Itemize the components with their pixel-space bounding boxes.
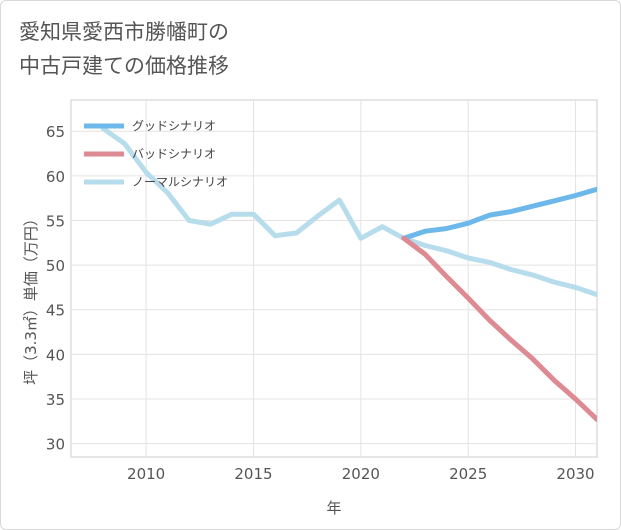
legend-label-1: グッドシナリオ [132,119,216,133]
series-lines [100,126,597,422]
title-line-2: 中古戸建ての価格推移 [19,54,229,78]
legend-label-2: バッドシナリオ [132,147,216,161]
x-tick-label: 2020 [342,465,380,483]
series-line-3 [100,126,597,298]
grid-lines [71,100,597,457]
x-tick-label: 2030 [556,465,594,483]
y-tick-label: 45 [46,302,65,320]
y-tick-label: 60 [46,168,65,186]
x-axis-label: 年 [326,499,341,517]
chart-title: 愛知県愛西市勝幡町の 中古戸建ての価格推移 [19,15,229,83]
y-tick-label: 65 [46,123,65,141]
x-axis-ticks: 2010 2015 2020 2025 2030 [127,465,595,483]
title-line-1: 愛知県愛西市勝幡町の [19,20,229,44]
x-tick-label: 2015 [234,465,272,483]
y-tick-label: 30 [46,436,65,454]
y-tick-label: 55 [46,212,65,230]
series-line-2 [401,235,597,422]
plot-area [70,99,598,458]
y-tick-label: 35 [46,391,65,409]
y-tick-label: 50 [46,257,65,275]
y-tick-label: 40 [46,346,65,364]
series-line-1 [401,186,597,241]
legend-label-3: ノーマルシナリオ [132,175,228,189]
x-tick-label: 2025 [449,465,487,483]
x-tick-label: 2010 [127,465,165,483]
y-axis-ticks: 30 35 40 45 50 55 60 65 [46,123,65,453]
y-axis-label: 坪（3.3㎡）単価（万円） [22,211,40,385]
